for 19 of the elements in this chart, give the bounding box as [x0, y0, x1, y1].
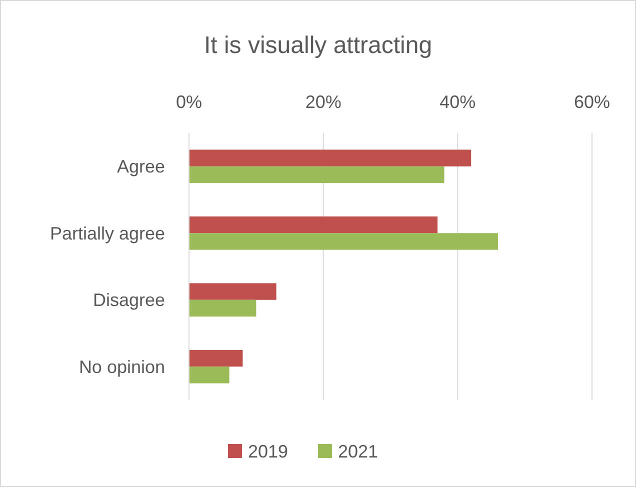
y-tick-label: Disagree	[92, 290, 165, 310]
legend-label: 2019	[248, 441, 288, 462]
y-tick-label: Agree	[116, 156, 165, 177]
bar	[189, 216, 438, 234]
x-tick-label: 0%	[176, 92, 202, 112]
bar	[189, 166, 444, 184]
x-tick-label: 60%	[574, 92, 610, 112]
x-tick-label: 40%	[440, 92, 476, 112]
bar	[189, 366, 230, 384]
chart-title: It is visually attracting	[204, 32, 432, 59]
y-tick-label: Partially agree	[50, 223, 165, 244]
y-tick-label: No opinion	[78, 356, 165, 377]
bar	[189, 233, 498, 250]
bar	[189, 283, 276, 300]
bar	[189, 350, 243, 367]
x-tick-label: 20%	[305, 92, 342, 112]
bar	[189, 300, 256, 317]
legend-label: 2021	[338, 441, 378, 462]
bar	[189, 150, 472, 166]
